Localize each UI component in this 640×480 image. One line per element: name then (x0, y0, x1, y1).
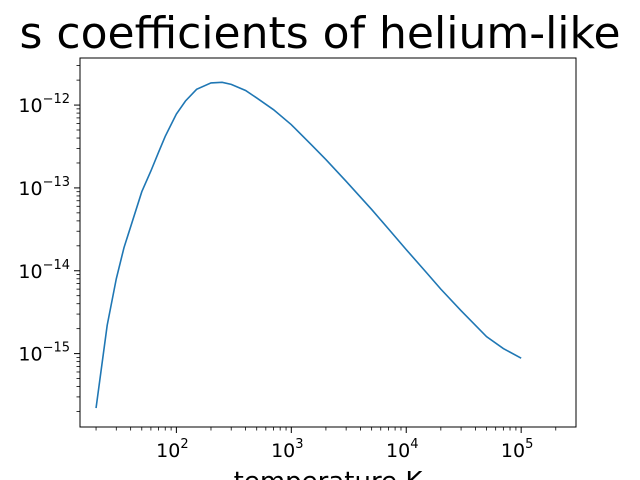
series-line (95, 81, 522, 409)
plot-area (79, 57, 577, 428)
y-tick-label-3: 10−12 (18, 92, 70, 117)
x-tick-label-1: 103 (271, 437, 303, 462)
x-tick-label-0: 102 (156, 437, 188, 462)
x-tick-label-2: 104 (386, 437, 418, 462)
x-axis-label: temperature K (234, 467, 424, 480)
y-tick-label-0: 10−15 (18, 341, 70, 366)
y-tick-label-1: 10−14 (18, 258, 70, 283)
y-axis: 10−15 10−14 10−13 10−12 (18, 65, 80, 412)
y-tick-label-2: 10−13 (18, 175, 70, 200)
x-axis: 102 103 104 105 (95, 427, 557, 462)
chart-title: s coefficients of helium-like (19, 8, 620, 59)
x-tick-label-3: 105 (501, 437, 533, 462)
